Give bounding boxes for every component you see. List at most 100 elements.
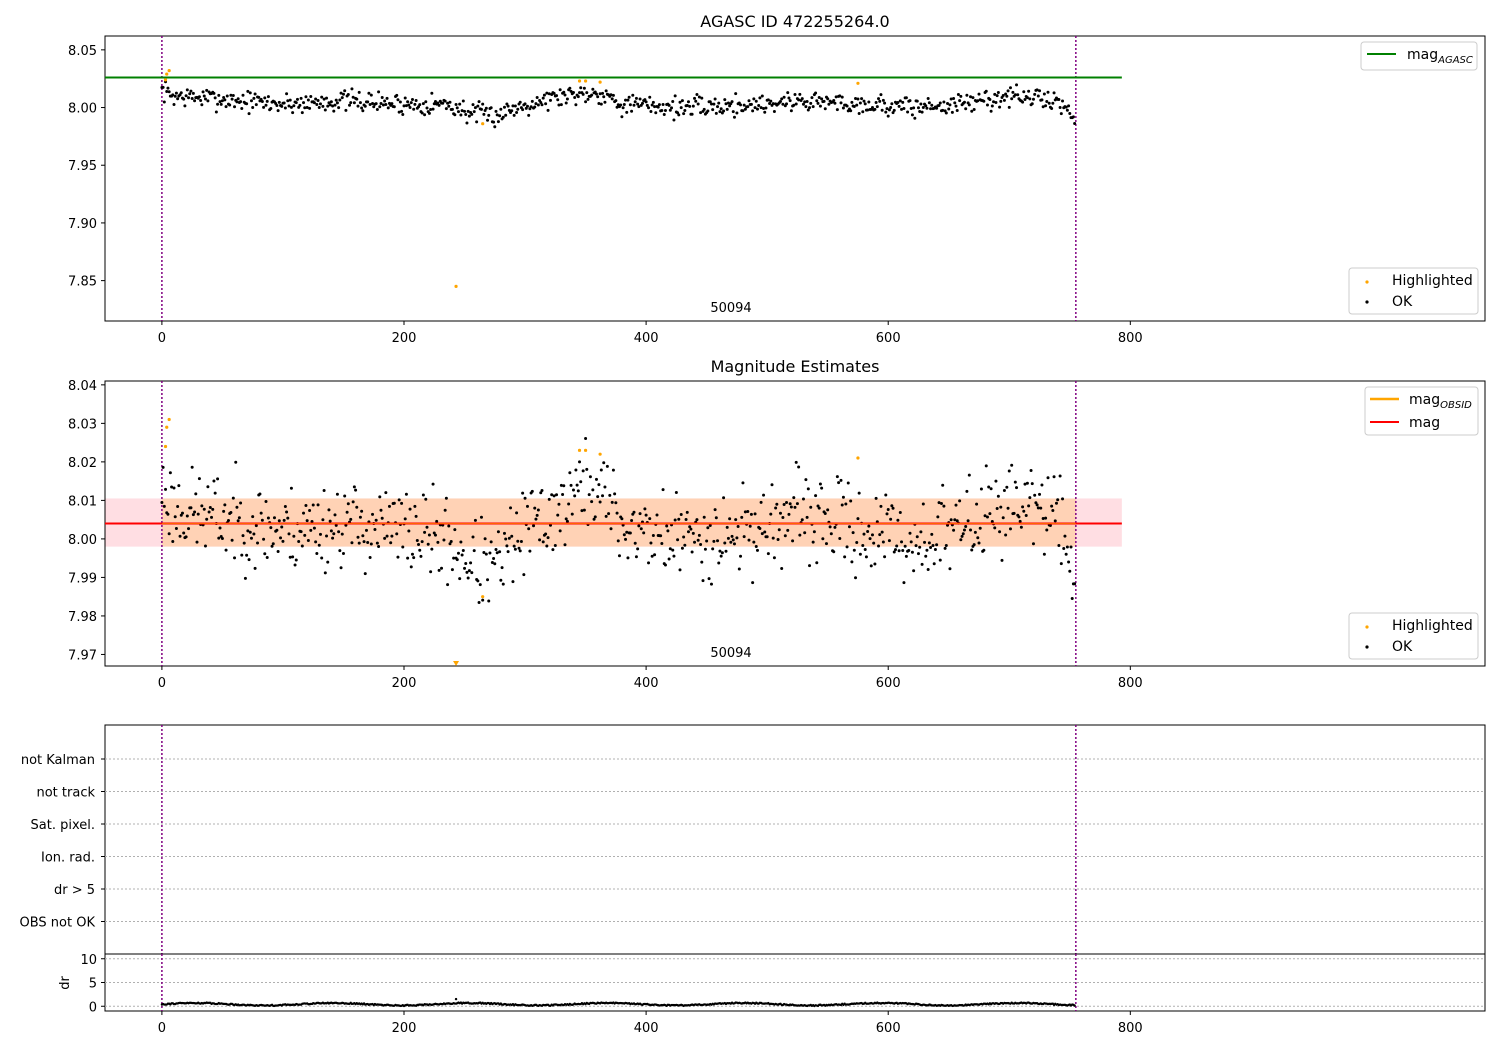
ok-point [660,542,664,546]
ok-point [929,107,933,111]
ok-point [695,93,699,97]
ok-point [975,502,979,506]
ok-point [653,553,657,557]
ok-point [936,515,940,519]
flag-label: Sat. pixel. [31,818,95,833]
ok-point [983,514,987,518]
flag-label: not Kalman [21,753,95,768]
ok-point [740,515,744,519]
ok-point [609,93,613,97]
ok-point [375,107,379,111]
ok-point [437,568,441,572]
ok-point [1046,476,1050,480]
ok-point [857,491,861,495]
ok-point [990,519,994,523]
ok-point [202,507,206,511]
ok-point [294,101,298,105]
ok-point [1052,475,1056,479]
ok-point [539,491,543,495]
ok-point [322,488,326,492]
agasc-highlighted-legend-marker [1365,280,1369,284]
ok-point [553,544,557,548]
x-tick-label: 800 [1118,331,1143,346]
ok-point [458,102,462,106]
ok-point [285,510,289,514]
ok-point [222,509,226,513]
ok-point [680,99,684,103]
ok-point [173,515,177,519]
ok-point [683,109,687,113]
ok-point [166,512,170,516]
ok-point [586,97,590,101]
ok-point [609,527,613,531]
ok-point [729,540,733,544]
ok-point [486,118,490,122]
ok-point [810,96,814,100]
ok-point [346,502,350,506]
ok-point [852,548,856,552]
ok-point [236,97,240,101]
ok-point [476,104,480,108]
ok-point [239,100,243,104]
agasc-highlighted-points [163,69,860,288]
ok-point [672,554,676,558]
ok-point [748,524,752,528]
ok-point [373,528,377,532]
ok-point [280,104,284,108]
ok-point [513,104,517,108]
ok-point [387,504,391,508]
ok-point [739,103,743,107]
ok-point [490,560,494,564]
agasc-highlighted-legend-label: Highlighted [1392,273,1473,289]
ok-point [305,519,309,523]
ok-point [568,471,572,475]
ok-point [1067,104,1071,108]
ok-point [660,108,664,112]
magnitude-estimates-panel: Magnitude Estimates 8.04 8.03 8.02 8.01 8.00… [68,357,1486,691]
ok-point [708,523,712,527]
ok-point [653,105,657,109]
ok-point [444,107,448,111]
agasc-ok-legend-label: OK [1392,294,1413,310]
ok-point [649,541,653,545]
ok-point [1031,542,1035,546]
ok-point [507,536,511,540]
ok-point [919,530,923,534]
ok-point [564,101,568,105]
ok-point [948,103,952,107]
ok-point [275,103,279,107]
ok-point [643,98,647,102]
ok-point [650,554,654,558]
ok-point [299,530,303,534]
ok-point [832,550,836,554]
ok-point [483,109,487,113]
dr-points [160,997,1076,1008]
ok-point [783,534,787,538]
ok-point [879,504,883,508]
ok-point [282,518,286,522]
ok-point [569,89,573,93]
ok-point [436,101,440,105]
ok-point [419,554,423,558]
magnitude-highlighted-legend-marker [1365,625,1369,629]
ok-point [718,110,722,114]
ok-point [719,554,723,558]
y-tick-label: 7.97 [68,648,97,663]
ok-point [542,93,546,97]
ok-point [677,113,681,117]
ok-point [912,106,916,110]
ok-point [841,106,845,110]
ok-point [855,103,859,107]
ok-point [959,94,963,98]
ok-point [1042,92,1046,96]
ok-point [650,103,654,107]
ok-point [210,515,214,519]
ok-point [958,99,962,103]
ok-point [921,502,925,506]
ok-point [636,547,640,551]
ok-point [608,493,612,497]
ok-point [208,506,212,510]
ok-point [185,88,189,92]
highlighted-point [583,79,588,83]
ok-point [443,99,447,103]
